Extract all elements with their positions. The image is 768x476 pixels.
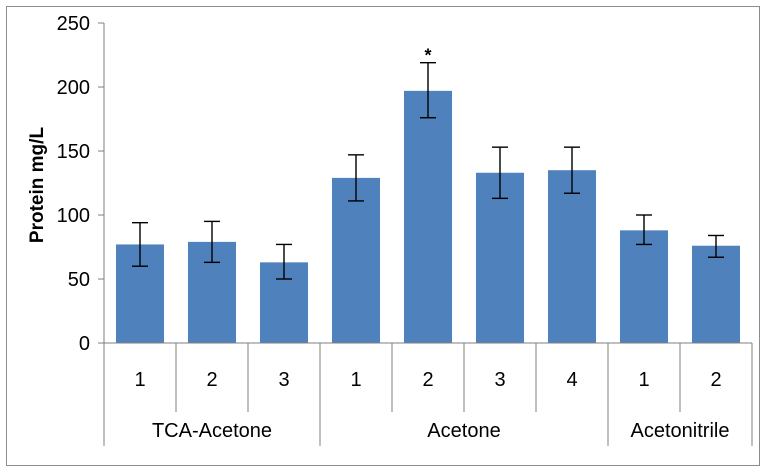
- x-tick-label: 3: [494, 369, 505, 391]
- y-axis: 0 50 100 150 200 250: [57, 13, 105, 355]
- y-tick-label: 200: [57, 77, 90, 99]
- x-tick-label: 1: [134, 369, 145, 391]
- x-tick-label: 2: [422, 369, 433, 391]
- y-tick-label: 250: [57, 13, 90, 35]
- bar: [548, 170, 596, 343]
- y-tick-label: 100: [57, 205, 90, 227]
- x-tick-label: 4: [566, 369, 577, 391]
- group-label: TCA-Acetone: [152, 420, 272, 442]
- bar: [404, 90, 452, 343]
- bar: [692, 245, 740, 343]
- error-bars: *: [132, 46, 724, 280]
- x-tick-label: 2: [206, 369, 217, 391]
- bar: [332, 177, 380, 343]
- bar: [476, 172, 524, 343]
- y-axis-label: Protein mg/L: [27, 127, 48, 244]
- x-tick-label: 1: [350, 369, 361, 391]
- x-axis: 1 2 3 1 2 3 4 1 2 TCA-Acetone Acetone Acetonitrile: [103, 342, 753, 446]
- y-tick-label: 150: [57, 141, 90, 163]
- bar: [620, 230, 668, 343]
- significance-asterisk: *: [424, 46, 431, 66]
- bars: [116, 90, 740, 343]
- x-tick-label: 2: [710, 369, 721, 391]
- group-label: Acetonitrile: [631, 420, 730, 442]
- x-tick-label: 1: [638, 369, 649, 391]
- y-tick-label: 50: [68, 269, 90, 291]
- x-tick-label: 3: [278, 369, 289, 391]
- group-label: Acetone: [427, 420, 500, 442]
- y-tick-label: 0: [79, 333, 90, 355]
